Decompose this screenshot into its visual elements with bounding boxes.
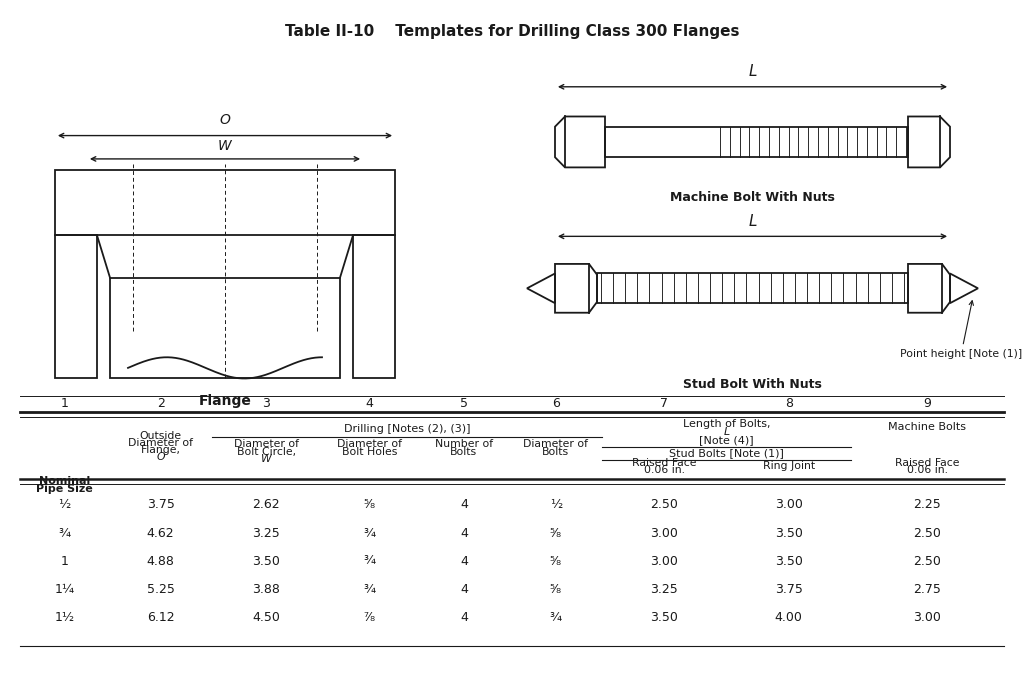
Text: 4: 4 (460, 583, 468, 596)
Text: Diameter of: Diameter of (523, 439, 588, 449)
Text: L: L (749, 214, 757, 229)
Text: L: L (724, 427, 730, 437)
Text: 4: 4 (460, 555, 468, 568)
Text: Table II-10    Templates for Drilling Class 300 Flanges: Table II-10 Templates for Drilling Class… (285, 24, 739, 38)
Text: ⁵⁄₈: ⁵⁄₈ (550, 555, 562, 568)
Text: 1: 1 (60, 555, 69, 568)
Text: 3: 3 (262, 398, 270, 410)
Text: 6.12: 6.12 (146, 611, 174, 624)
Text: ⁵⁄₈: ⁵⁄₈ (550, 583, 562, 596)
Text: Bolt Holes: Bolt Holes (342, 447, 397, 456)
Text: Outside: Outside (139, 431, 181, 441)
Text: Raised Face: Raised Face (895, 458, 959, 468)
Text: ¾: ¾ (550, 611, 562, 624)
Text: ½: ½ (550, 498, 562, 512)
Text: Nominal: Nominal (39, 477, 90, 487)
Text: Ring Joint: Ring Joint (763, 461, 815, 471)
Text: 3.00: 3.00 (913, 611, 941, 624)
Text: 2.50: 2.50 (913, 555, 941, 568)
Bar (597, 273, 908, 303)
Bar (55, 169, 395, 236)
Bar (110, 277, 340, 379)
Text: Flange: Flange (199, 394, 252, 408)
Text: ⁵⁄₈: ⁵⁄₈ (364, 498, 376, 512)
Text: 2.50: 2.50 (650, 498, 678, 512)
Text: 4.88: 4.88 (146, 555, 174, 568)
Text: Flange,: Flange, (140, 445, 180, 455)
Text: 4: 4 (460, 526, 468, 540)
Text: Drilling [Notes (2), (3)]: Drilling [Notes (2), (3)] (344, 424, 471, 434)
Text: 3.50: 3.50 (775, 555, 803, 568)
Text: 4.50: 4.50 (252, 611, 281, 624)
Text: Machine Bolts: Machine Bolts (889, 422, 967, 431)
Text: 3.50: 3.50 (252, 555, 281, 568)
Text: 3.88: 3.88 (252, 583, 281, 596)
Text: Raised Face: Raised Face (632, 458, 696, 468)
Text: W: W (218, 138, 231, 153)
Text: 2: 2 (157, 398, 165, 410)
Text: 4: 4 (460, 498, 468, 512)
Text: Point height [Note (1)]: Point height [Note (1)] (900, 301, 1022, 359)
Text: 3.25: 3.25 (650, 583, 678, 596)
Text: 8: 8 (784, 398, 793, 410)
Text: ¾: ¾ (58, 526, 71, 540)
Text: ⁵⁄₈: ⁵⁄₈ (550, 526, 562, 540)
Text: ⁷⁄₈: ⁷⁄₈ (364, 611, 376, 624)
Text: 4: 4 (460, 611, 468, 624)
Text: ½: ½ (58, 498, 71, 512)
Text: 7: 7 (660, 398, 669, 410)
Text: Bolt Circle,: Bolt Circle, (237, 447, 296, 456)
Text: ¾: ¾ (364, 526, 376, 540)
Text: 0.06 in.: 0.06 in. (644, 465, 685, 475)
Text: 6: 6 (552, 398, 560, 410)
Text: Machine Bolt With Nuts: Machine Bolt With Nuts (670, 191, 835, 204)
Text: 0.06 in.: 0.06 in. (907, 465, 948, 475)
Text: O: O (157, 452, 165, 462)
Text: ¾: ¾ (364, 555, 376, 568)
Text: 2.75: 2.75 (913, 583, 941, 596)
Text: Length of Bolts,: Length of Bolts, (683, 419, 770, 429)
Text: 3.50: 3.50 (650, 611, 678, 624)
Text: O: O (219, 113, 230, 127)
Text: Diameter of: Diameter of (233, 439, 299, 449)
Text: 3.75: 3.75 (146, 498, 174, 512)
Text: L: L (749, 64, 757, 80)
Text: 1¼: 1¼ (54, 583, 75, 596)
Text: 1: 1 (60, 398, 69, 410)
Text: Diameter of: Diameter of (128, 437, 194, 448)
Text: Number of: Number of (435, 439, 493, 449)
Bar (605, 127, 908, 157)
Bar (55, 236, 97, 379)
Text: 5: 5 (460, 398, 468, 410)
Text: 9: 9 (924, 398, 931, 410)
Text: Diameter of: Diameter of (337, 439, 402, 449)
Text: [Note (4)]: [Note (4)] (699, 435, 754, 446)
Text: 3.75: 3.75 (775, 583, 803, 596)
Text: 5.25: 5.25 (146, 583, 174, 596)
Text: Bolts: Bolts (542, 447, 569, 456)
Text: Bolts: Bolts (451, 447, 477, 456)
Text: Stud Bolts [Note (1)]: Stud Bolts [Note (1)] (670, 448, 784, 458)
Text: ¾: ¾ (364, 583, 376, 596)
Text: 3.00: 3.00 (650, 526, 678, 540)
Text: 3.25: 3.25 (252, 526, 281, 540)
Text: 2.50: 2.50 (913, 526, 941, 540)
Text: 3.00: 3.00 (775, 498, 803, 512)
Text: W: W (261, 454, 271, 464)
Text: Pipe Size: Pipe Size (36, 484, 93, 494)
Text: 4.00: 4.00 (775, 611, 803, 624)
Text: 1½: 1½ (54, 611, 75, 624)
Text: Stud Bolt With Nuts: Stud Bolt With Nuts (683, 379, 822, 391)
Text: 3.00: 3.00 (650, 555, 678, 568)
Text: 2.25: 2.25 (913, 498, 941, 512)
Bar (353, 236, 395, 379)
Text: 4.62: 4.62 (146, 526, 174, 540)
Text: 4: 4 (366, 398, 374, 410)
Text: 3.50: 3.50 (775, 526, 803, 540)
Text: 2.62: 2.62 (253, 498, 280, 512)
